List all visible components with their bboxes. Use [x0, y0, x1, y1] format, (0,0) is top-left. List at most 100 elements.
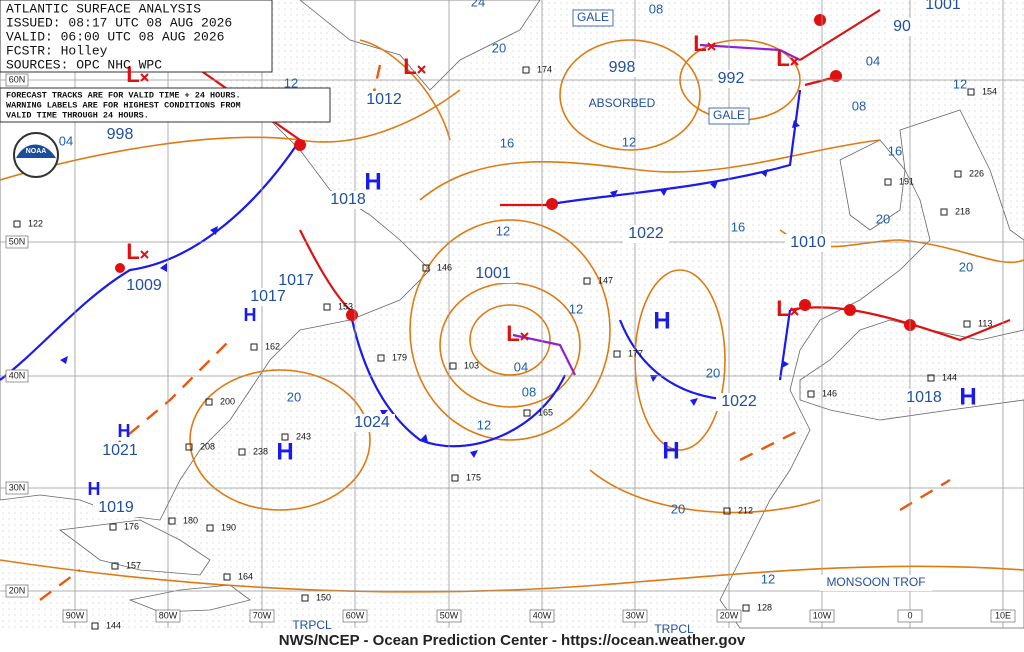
station-label: 180	[183, 515, 198, 525]
pressure-label: 1012	[366, 91, 402, 108]
pressure-label: 1017	[250, 288, 286, 305]
low-center: L	[776, 46, 789, 71]
warning-box	[708, 107, 750, 125]
pressure-bg	[716, 393, 762, 411]
low-center: L	[403, 54, 416, 79]
station-label: 226	[969, 168, 984, 178]
station	[522, 66, 530, 74]
isobar-label: 16	[731, 219, 745, 234]
pressure-label: 1019	[98, 499, 134, 516]
header-line: FCSTR: Holley	[6, 43, 108, 58]
pressure-label: 90	[893, 18, 911, 35]
lon-label: 80W	[159, 610, 178, 620]
station	[301, 594, 309, 602]
lon-label: 30W	[626, 610, 645, 620]
station	[583, 277, 591, 285]
station	[742, 604, 750, 612]
station	[91, 622, 99, 630]
lon-label: 70W	[253, 610, 272, 620]
isobar-label: 08	[522, 384, 536, 399]
isobar-label: 04	[866, 53, 880, 68]
station	[281, 433, 289, 441]
lon-label: 10E	[995, 610, 1011, 620]
annotation-box	[820, 575, 932, 591]
lon-label: 0	[907, 610, 912, 620]
station	[377, 354, 385, 362]
pressure-bg	[623, 225, 669, 243]
low-center: L	[506, 321, 519, 346]
station-label: 144	[942, 372, 957, 382]
notice-line: FORECAST TRACKS ARE FOR VALID TIME + 24 …	[6, 90, 241, 100]
pressure-bg	[121, 277, 167, 295]
high-center: H	[364, 168, 381, 195]
header-box	[0, 0, 273, 73]
notice-box	[0, 87, 331, 123]
lat-label-bg	[5, 584, 29, 598]
station-label: 146	[822, 388, 837, 398]
station	[111, 562, 119, 570]
station	[723, 507, 731, 515]
low-marker	[417, 65, 426, 74]
high-center: H	[244, 305, 257, 325]
station-label: 157	[126, 560, 141, 570]
low-marker	[520, 332, 529, 341]
station-label: 218	[955, 206, 970, 216]
isobar-label: 20	[671, 501, 685, 516]
header-line: VALID: 06:00 UTC 08 AUG 2026	[6, 29, 224, 44]
pressure-bg	[245, 288, 291, 306]
station	[223, 573, 231, 581]
warning-label: GALE	[713, 108, 745, 122]
lat-label: 20N	[9, 585, 26, 595]
station	[250, 343, 258, 351]
station	[954, 170, 962, 178]
isobar-label: 12	[477, 417, 491, 432]
pressure-bg	[102, 126, 138, 144]
notice-line: VALID TIME THROUGH 24 HOURS.	[6, 110, 149, 120]
low-marker	[140, 73, 149, 82]
isobar-label: 20	[876, 211, 890, 226]
station	[168, 517, 176, 525]
pressure-bg	[349, 414, 395, 432]
pressure-label: 1018	[330, 191, 366, 208]
annotation: ABSORBED	[589, 96, 656, 110]
lon-label-bg	[436, 609, 462, 623]
station	[13, 220, 21, 228]
station-label: 176	[124, 521, 139, 531]
station	[185, 443, 193, 451]
station-label: 212	[738, 505, 753, 515]
isobar-label: 08	[649, 1, 663, 16]
annotation: TRPCL	[292, 618, 332, 632]
header-line: SOURCES: OPC NHC WPC	[6, 57, 162, 72]
lat-label-bg	[5, 369, 29, 383]
isobar-label: 12	[284, 75, 298, 90]
station-label: 162	[265, 341, 280, 351]
lon-label: 50W	[440, 610, 459, 620]
station-label: 177	[628, 348, 643, 358]
isobar-label: 12	[761, 571, 775, 586]
lat-label-bg	[5, 73, 29, 87]
pressure-bg	[604, 59, 640, 77]
isobar-label: 16	[888, 143, 902, 158]
pressure-bg	[713, 70, 749, 88]
station-label: 150	[316, 592, 331, 602]
lon-label: 10W	[813, 610, 832, 620]
annotation: MONSOON TROF	[826, 575, 925, 589]
troughs	[39, 64, 951, 601]
station-label: 243	[296, 431, 311, 441]
lat-label: 40N	[9, 370, 26, 380]
station	[449, 362, 457, 370]
header-line: ATLANTIC SURFACE ANALYSIS	[6, 1, 201, 16]
pressure-label: 992	[718, 70, 745, 87]
station-label: 122	[28, 218, 43, 228]
station-label: 238	[253, 446, 268, 456]
station	[523, 409, 531, 417]
pressure-bg	[325, 191, 371, 209]
station-label: 153	[338, 301, 353, 311]
isobar-label: 12	[953, 76, 967, 91]
station	[940, 208, 948, 216]
pressure-bg	[889, 18, 915, 36]
station-label: 144	[106, 620, 121, 630]
pressure-bg	[785, 234, 831, 252]
isobar-label: 04	[514, 359, 528, 374]
